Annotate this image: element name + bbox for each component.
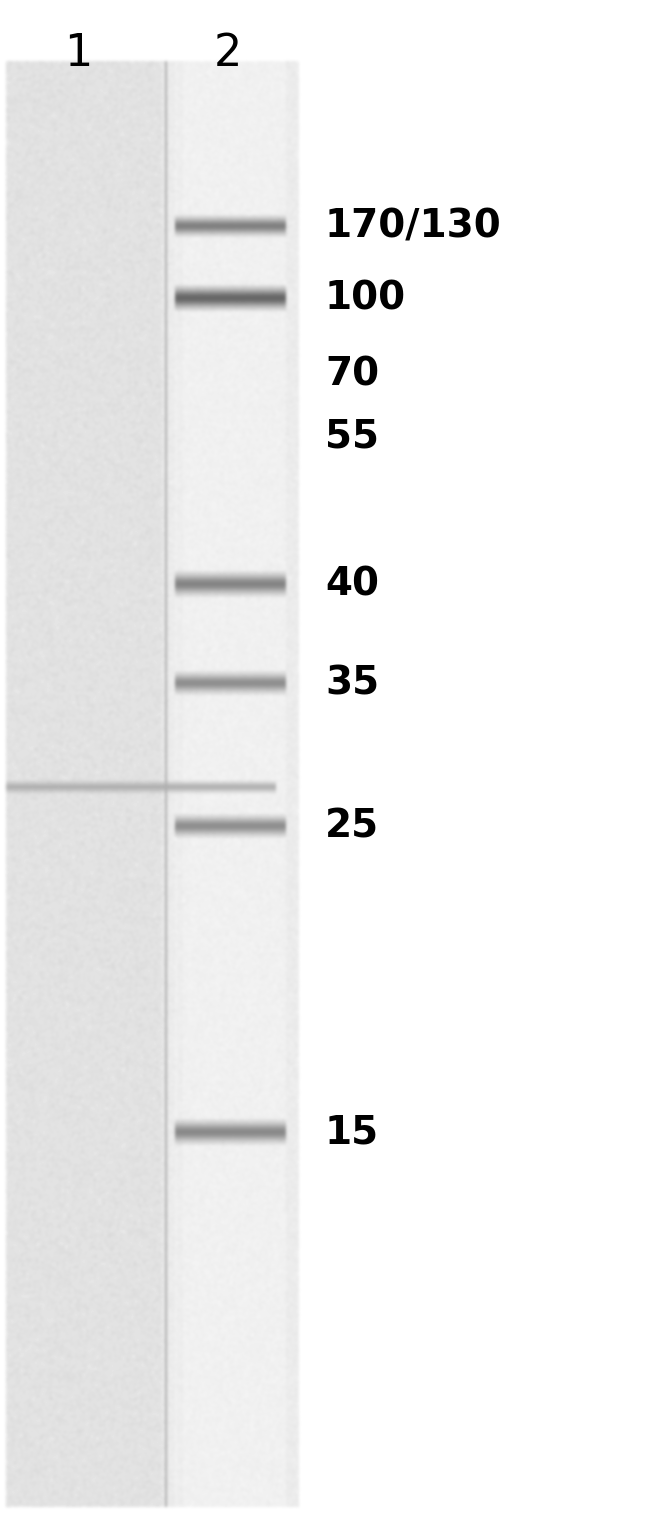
Text: 1: 1 xyxy=(64,32,92,75)
Text: 15: 15 xyxy=(325,1114,379,1151)
Text: 55: 55 xyxy=(325,418,379,454)
Text: 25: 25 xyxy=(325,808,379,845)
Text: 40: 40 xyxy=(325,566,379,603)
Text: 170/130: 170/130 xyxy=(325,208,502,245)
Text: 70: 70 xyxy=(325,356,379,393)
Text: 2: 2 xyxy=(213,32,242,75)
Text: 35: 35 xyxy=(325,666,379,702)
Text: 100: 100 xyxy=(325,280,406,317)
